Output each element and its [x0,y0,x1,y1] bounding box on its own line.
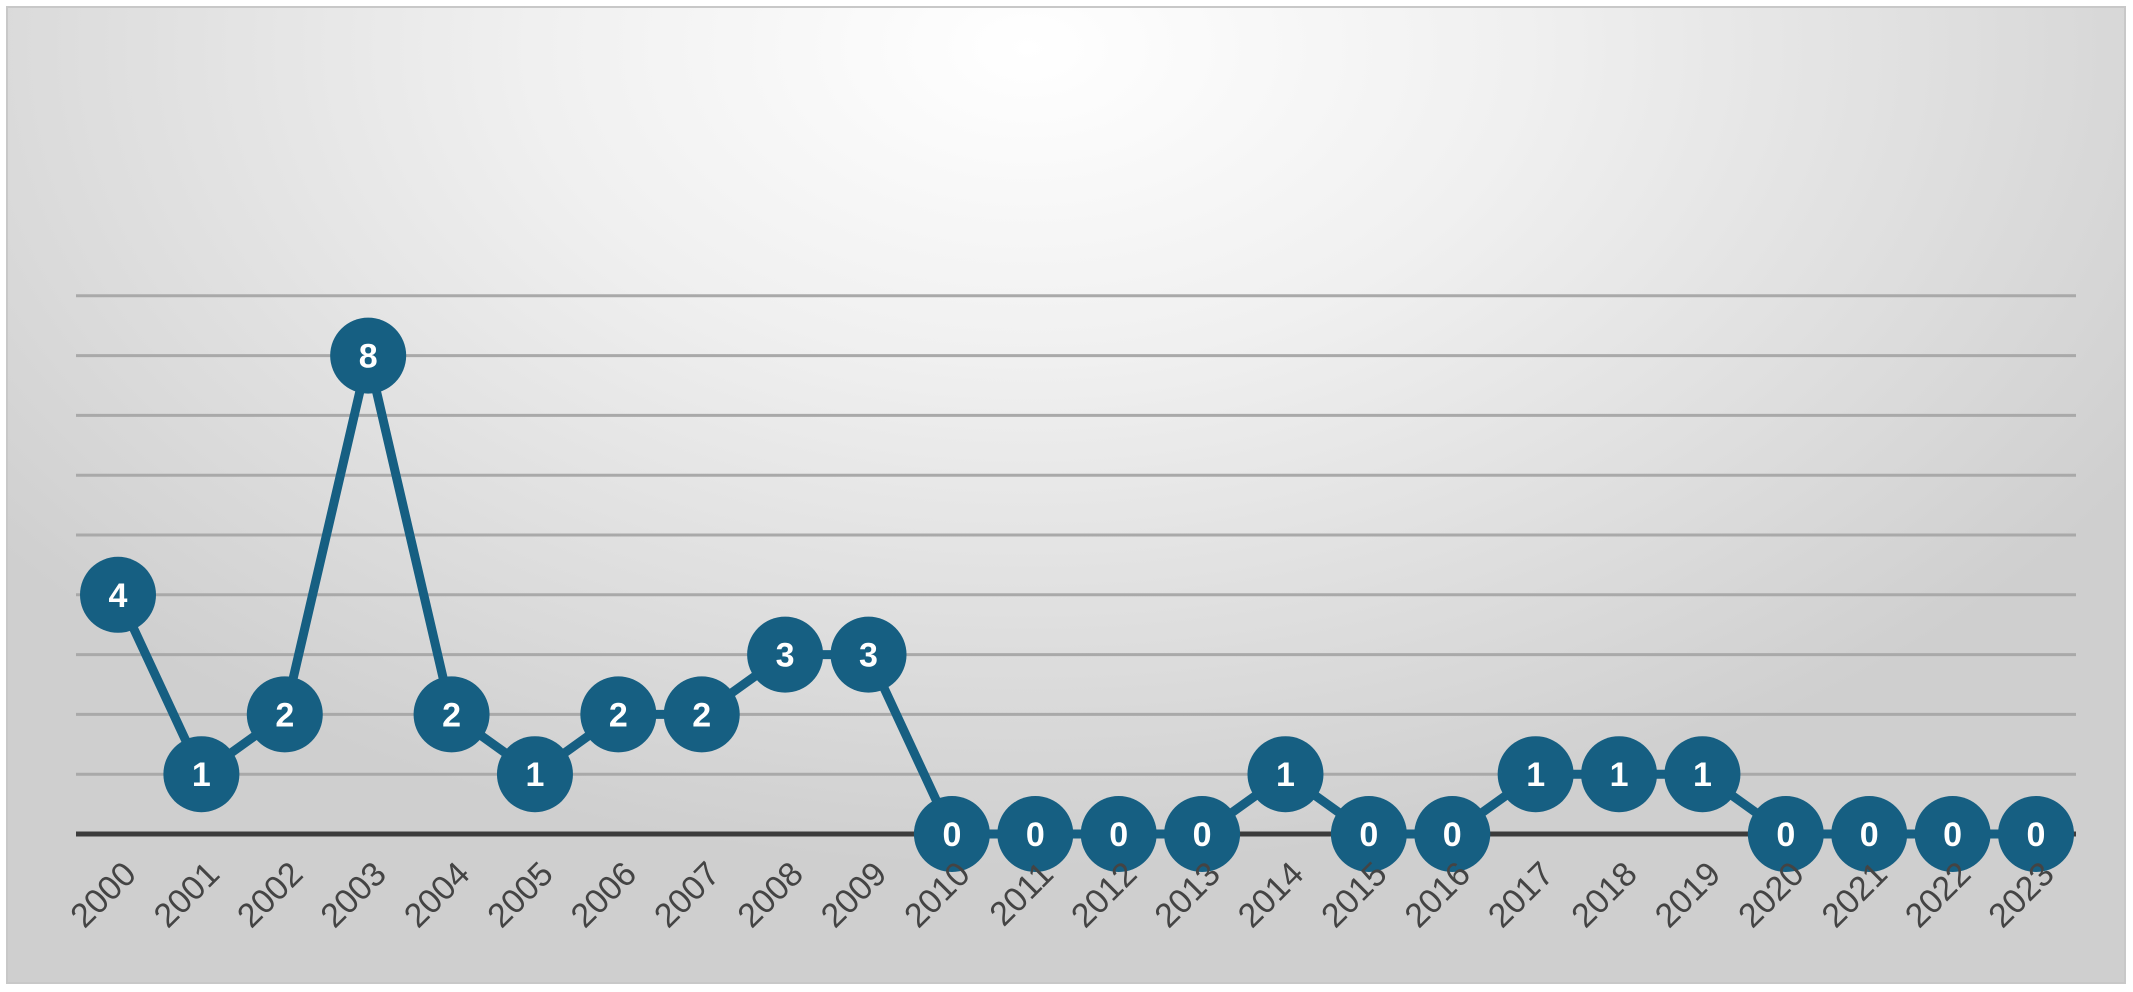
data-label: 1 [192,756,211,794]
x-tick-label: 2006 [564,855,644,935]
x-tick-label: 2019 [1648,855,1728,935]
data-label: 2 [442,696,461,734]
data-point [413,676,490,753]
data-label: 1 [525,756,544,794]
x-tick-label: 2009 [814,855,894,935]
data-point [246,676,323,753]
data-label: 0 [2027,816,2046,854]
data-point [330,317,407,394]
data-point [1914,796,1991,872]
data-point [1330,796,1407,872]
data-label: 0 [1776,816,1795,854]
data-point [1080,796,1157,872]
x-tick-label: 2004 [397,855,477,935]
data-label: 1 [1693,756,1712,794]
data-point [830,616,907,693]
x-tick-label: 2001 [147,855,227,935]
data-label: 0 [1860,816,1879,854]
x-tick-label: 2005 [480,855,560,935]
x-tick-label: 2000 [63,855,143,935]
data-label: 1 [1276,756,1295,794]
data-point [580,676,657,753]
x-tick-label: 2008 [730,855,810,935]
data-point [163,736,240,813]
x-tick-label: 2007 [647,855,727,935]
data-label: 0 [1026,816,1045,854]
data-label: 3 [859,637,878,675]
data-point [997,796,1074,872]
x-tick-label: 2003 [313,855,393,935]
data-label: 8 [359,338,378,376]
data-point [1497,736,1574,813]
data-point [1581,736,1658,813]
data-point [663,676,740,753]
data-point [913,796,990,872]
data-point [1998,796,2074,872]
data-label: 0 [1359,816,1378,854]
data-point [1664,736,1741,813]
data-label: 3 [776,637,795,675]
data-label: 1 [1526,756,1545,794]
x-tick-label: 2002 [230,855,310,935]
data-point [80,556,156,633]
data-label: 0 [1443,816,1462,854]
data-label: 0 [1109,816,1128,854]
data-label: 2 [609,696,628,734]
x-tick-label: 2014 [1231,855,1311,935]
data-label: 0 [942,816,961,854]
data-point [1831,796,1908,872]
x-tick-label: 2017 [1481,855,1561,935]
x-tick-labels: 2000 2001 2002 2003 2004 2005 2006 2007 2008 2009… [63,855,2061,935]
data-point [496,736,573,813]
markers: 4 1 2 8 2 1 2 2 3 3 0 0 0 0 1 0 0 1 1 1 0 0 0 0 [80,317,2074,872]
data-label: 4 [109,577,128,615]
data-label: 2 [275,696,294,734]
x-tick-label: 2018 [1564,855,1644,935]
data-point [1164,796,1241,872]
data-label: 0 [1193,816,1212,854]
data-point [1747,796,1824,872]
data-label: 1 [1610,756,1629,794]
data-label: 0 [1943,816,1962,854]
data-label: 2 [692,696,711,734]
data-point [1414,796,1491,872]
data-point [1247,736,1324,813]
data-point [747,616,824,693]
